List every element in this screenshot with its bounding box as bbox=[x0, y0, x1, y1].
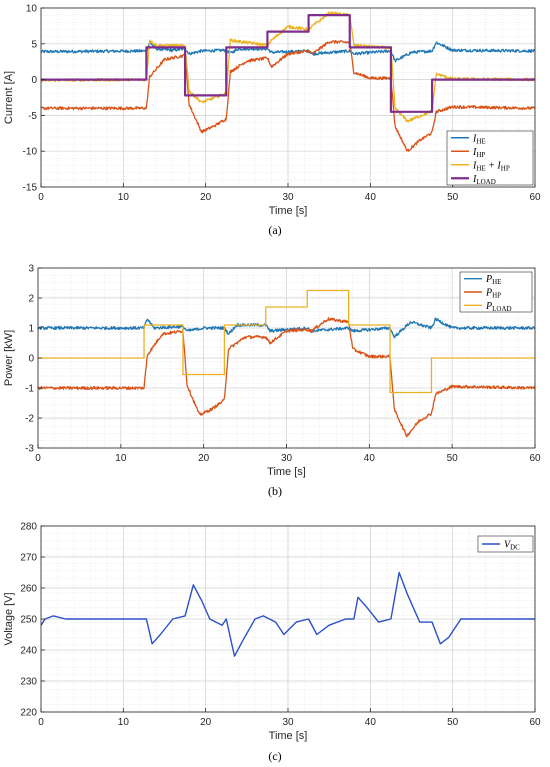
x-tick-label: 40 bbox=[365, 192, 377, 203]
y-tick-label: 280 bbox=[20, 522, 37, 533]
x-tick-label: 40 bbox=[364, 453, 376, 464]
x-tick-label: 0 bbox=[35, 453, 41, 464]
x-tick-label: 60 bbox=[529, 717, 541, 728]
x-tick-label: 50 bbox=[447, 192, 459, 203]
y-axis-label: Power [kW] bbox=[3, 330, 15, 386]
y-tick-label: 0 bbox=[28, 354, 34, 365]
x-tick-label: 20 bbox=[198, 453, 210, 464]
y-tick-label: 240 bbox=[20, 646, 37, 657]
y-tick-label: -3 bbox=[25, 444, 34, 455]
y-axis-label: Current [A] bbox=[3, 71, 15, 124]
panel-caption: (b) bbox=[268, 484, 282, 498]
panel-caption: (a) bbox=[268, 223, 281, 237]
x-tick-label: 50 bbox=[447, 453, 459, 464]
x-tick-label: 20 bbox=[200, 717, 212, 728]
x-tick-label: 10 bbox=[118, 192, 130, 203]
x-tick-label: 50 bbox=[447, 717, 459, 728]
y-tick-label: 3 bbox=[28, 264, 34, 275]
x-axis-label: Time [s] bbox=[269, 730, 308, 742]
y-tick-label: 250 bbox=[20, 615, 37, 626]
x-tick-label: 10 bbox=[115, 453, 127, 464]
x-axis-label: Time [s] bbox=[267, 466, 306, 478]
y-tick-label: 230 bbox=[20, 677, 37, 688]
x-tick-label: 0 bbox=[38, 717, 44, 728]
chart-panel-3: 0 10 20 30 40 50 60 220 230 240 250 260 270 280 Time [… bbox=[3, 522, 541, 764]
panel-caption: (c) bbox=[268, 749, 281, 763]
y-tick-label: -10 bbox=[23, 147, 38, 158]
y-tick-label: 2 bbox=[28, 294, 34, 305]
x-tick-label: 40 bbox=[365, 717, 377, 728]
chart-panel-2: 0 10 20 30 40 50 60 -3 -2 -1 0 1 2 3 Time [s] Power [kW… bbox=[3, 264, 541, 499]
x-tick-label: 0 bbox=[38, 192, 44, 203]
x-tick-label: 30 bbox=[281, 453, 293, 464]
y-tick-label: 1 bbox=[28, 324, 34, 335]
legend: VDC bbox=[478, 536, 533, 552]
y-tick-label: 5 bbox=[31, 39, 37, 50]
x-tick-label: 60 bbox=[529, 453, 541, 464]
x-tick-label: 30 bbox=[282, 192, 294, 203]
x-tick-label: 10 bbox=[118, 717, 130, 728]
y-tick-label: -15 bbox=[23, 183, 38, 194]
y-tick-label: 270 bbox=[20, 553, 37, 564]
x-tick-label: 30 bbox=[282, 717, 294, 728]
y-tick-label: 0 bbox=[31, 75, 37, 86]
y-axis-label: Voltage [V] bbox=[3, 592, 15, 645]
x-tick-label: 20 bbox=[200, 192, 212, 203]
x-tick-label: 60 bbox=[529, 192, 541, 203]
y-tick-label: 10 bbox=[26, 4, 38, 15]
x-axis-label: Time [s] bbox=[269, 205, 308, 217]
y-tick-label: -5 bbox=[28, 111, 37, 122]
chart-panel-1: 0 10 20 30 40 50 60 -15 -10 -5 0 5 10 Time [s] Current… bbox=[3, 4, 541, 238]
y-tick-label: 260 bbox=[20, 584, 37, 595]
y-tick-label: -2 bbox=[25, 414, 34, 425]
y-tick-label: 220 bbox=[20, 708, 37, 719]
y-tick-label: -1 bbox=[25, 384, 34, 395]
